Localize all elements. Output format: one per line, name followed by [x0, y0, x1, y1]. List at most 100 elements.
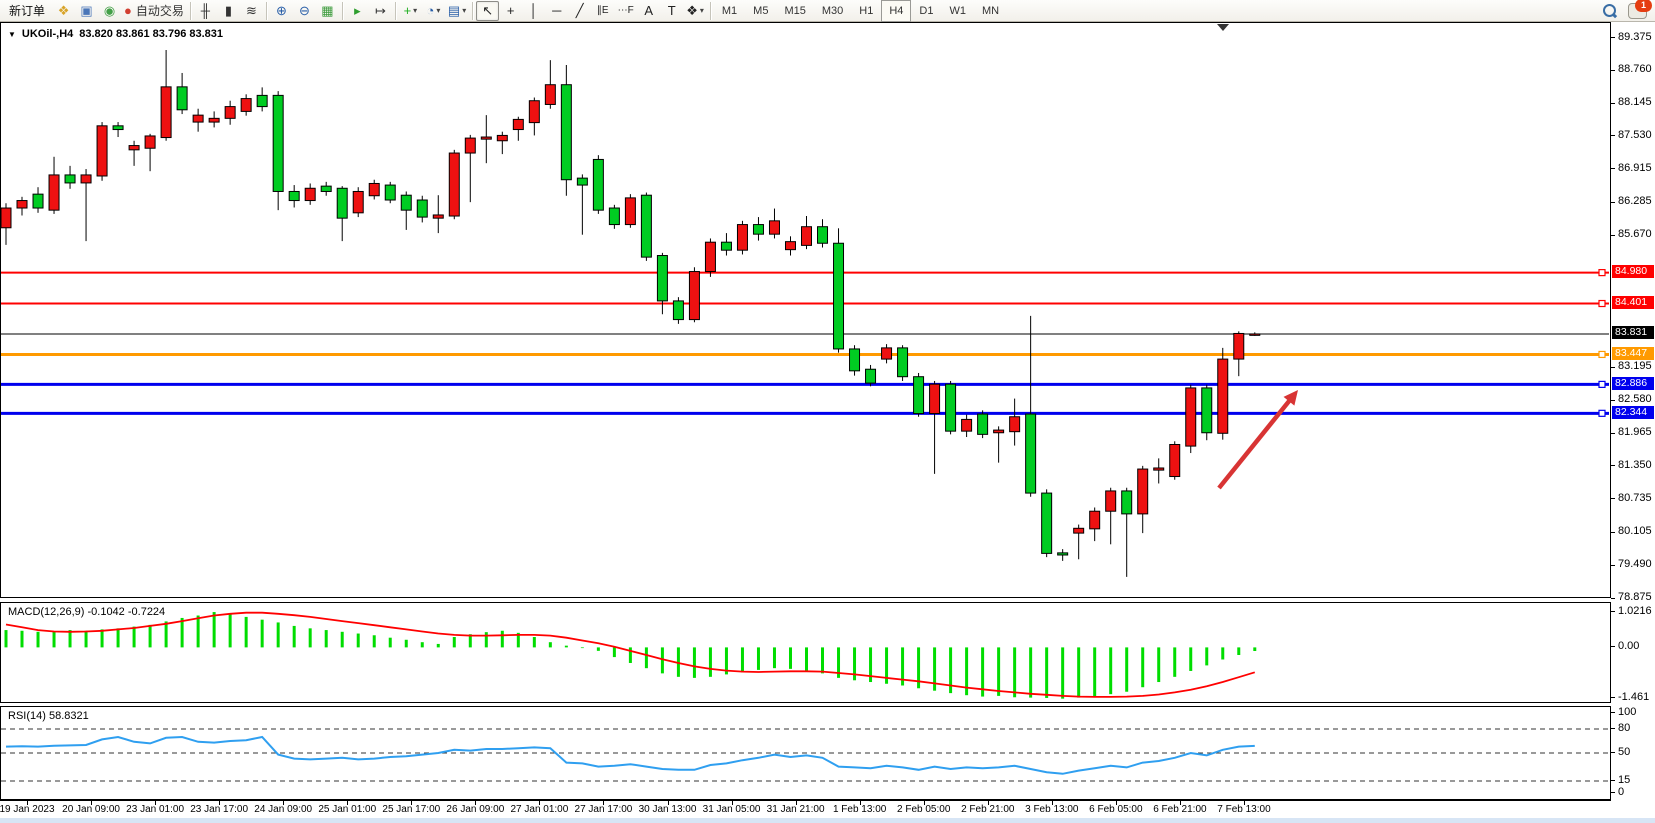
period-clock-icon[interactable]: ◔ ▾	[422, 1, 445, 21]
time-tick-mark	[411, 801, 413, 805]
pane-splitter[interactable]	[0, 598, 1611, 602]
level-price-badge: 82.886	[1612, 376, 1654, 390]
cursor-icon[interactable]: ↖	[476, 0, 500, 21]
auto-trading-button[interactable]: ● 自动交易	[121, 1, 187, 21]
trendline-icon: ╱	[575, 2, 584, 18]
rsi-tick-label: 50	[1618, 745, 1631, 758]
line-handle[interactable]	[1598, 350, 1606, 359]
candle	[1153, 467, 1165, 471]
macd-pane[interactable]: MACD(12,26,9) -0.1042 -0.7224	[0, 602, 1611, 703]
time-tick-mark	[603, 801, 605, 805]
candle	[656, 255, 668, 302]
signals-icon: ◉	[103, 2, 116, 18]
candle	[208, 117, 220, 123]
line-handle[interactable]	[1598, 299, 1606, 308]
zoom-out-icon[interactable]: ⊖	[293, 1, 316, 21]
line-handle[interactable]	[1598, 380, 1606, 388]
candle	[784, 241, 796, 251]
timeframe-M1[interactable]: M1	[721, 4, 738, 17]
horizontal-line-icon[interactable]: ─	[545, 1, 568, 21]
line-handle[interactable]	[1598, 269, 1606, 277]
chat-badge: 1	[1635, 0, 1652, 12]
candle	[272, 94, 284, 192]
time-axis[interactable]: 19 Jan 2023 20 Jan 09:00 23 Jan 01:00 23 Ja…	[0, 800, 1611, 818]
time-tick-mark	[219, 801, 221, 805]
trendline-icon[interactable]: ╱	[568, 1, 591, 21]
chevron-down-icon[interactable]: ▾	[436, 6, 441, 15]
crosshair-icon[interactable]: +	[499, 1, 522, 21]
chevron-down-icon[interactable]: ▾	[413, 6, 418, 15]
signals-icon[interactable]: ◉	[98, 1, 121, 21]
candle	[768, 220, 780, 235]
chevron-down-icon[interactable]: ▾	[699, 6, 704, 15]
candle	[720, 241, 732, 251]
price-tick-label: 85.670	[1618, 228, 1652, 241]
bar-chart-icon[interactable]: ╫	[194, 1, 217, 21]
candlestick-chart-icon[interactable]: ▮	[217, 1, 240, 21]
candle	[496, 134, 508, 142]
channel-icon[interactable]: ∥E	[591, 1, 614, 21]
chat-icon[interactable]: 1	[1628, 0, 1652, 19]
candle	[64, 174, 76, 184]
main-chart-pane[interactable]: ▼ UKOil-,H4 83.820 83.861 83.796 83.831	[0, 22, 1611, 598]
search-lens	[1603, 3, 1616, 17]
timeframe-M5[interactable]: M5	[753, 4, 769, 17]
timeframe-W1[interactable]: W1	[949, 4, 966, 17]
chart-collapse-icon[interactable]: ▼	[8, 29, 16, 39]
candle	[801, 226, 812, 246]
ohlc-quote-label: 83.820 83.861 83.796 83.831	[79, 28, 224, 40]
vertical-line-icon[interactable]: │	[522, 1, 545, 21]
line-chart-icon[interactable]: ≋	[240, 1, 263, 21]
axis-tick-mark	[1611, 531, 1615, 533]
price-axis[interactable]: 89.375 88.760 88.145 87.530 86.915 86.285 85.6…	[1611, 22, 1655, 818]
zoom-in-icon[interactable]: ⊕	[270, 1, 293, 21]
pane-splitter[interactable]	[0, 703, 1611, 706]
price-tick-label: 82.580	[1618, 393, 1652, 406]
timeframe-D1[interactable]: D1	[919, 4, 934, 17]
rsi-pane[interactable]: RSI(14) 58.8321	[0, 706, 1611, 800]
candle	[96, 125, 108, 177]
timeframe-M15[interactable]: M15	[784, 4, 806, 17]
axis-tick-mark	[1611, 597, 1615, 599]
trend-arrow-line[interactable]	[1217, 394, 1295, 490]
auto-scroll-icon: ▸	[354, 2, 361, 18]
candle	[144, 135, 156, 149]
timeframe-H4[interactable]: H4	[881, 0, 912, 22]
fibonacci-icon[interactable]: ⋯F	[614, 1, 637, 21]
label-icon[interactable]: T	[660, 1, 683, 21]
tile-windows-icon[interactable]: ▦	[316, 1, 339, 21]
candle	[1185, 387, 1197, 447]
horizontal-line-icon: ─	[552, 3, 562, 18]
new-chart-icon[interactable]: + ▾	[399, 1, 422, 21]
toolbar-separator	[341, 1, 343, 20]
chart-shift-icon[interactable]: ↦	[369, 1, 392, 21]
candle	[736, 224, 748, 251]
candle	[865, 368, 877, 384]
time-tick-mark	[667, 801, 669, 805]
trend-arrow-head[interactable]	[1283, 390, 1298, 406]
accounts-icon[interactable]: ▣	[75, 1, 98, 21]
new-order-button[interactable]: 新订单	[2, 1, 52, 21]
rsi-tick-label: 15	[1618, 773, 1631, 786]
time-tick-label: 26 Jan 09:00	[446, 804, 505, 815]
candle	[1057, 552, 1069, 556]
timeframe-H1[interactable]: H1	[859, 4, 874, 17]
text-icon: A	[644, 3, 654, 18]
timeframe-MN[interactable]: MN	[981, 4, 1000, 17]
candle	[512, 118, 524, 131]
shapes-icon[interactable]: ❖ ▾	[683, 1, 707, 21]
line-handle[interactable]	[1598, 409, 1606, 417]
gold-badge-icon[interactable]: ❖	[52, 1, 75, 21]
text-icon[interactable]: A	[637, 1, 660, 21]
chart-shift-marker[interactable]	[1217, 24, 1229, 31]
candle	[464, 137, 476, 154]
candle	[1233, 332, 1245, 360]
timeframe-M30[interactable]: M30	[821, 4, 844, 17]
auto-scroll-icon[interactable]: ▸	[346, 1, 369, 21]
window-bottom-border	[0, 818, 1655, 823]
candle	[1009, 416, 1021, 433]
chevron-down-icon[interactable]: ▾	[462, 6, 467, 15]
templates-icon[interactable]: ▤ ▾	[445, 1, 469, 21]
search-icon[interactable]	[1602, 3, 1618, 19]
macd-label: MACD(12,26,9) -0.1042 -0.7224	[8, 606, 166, 618]
